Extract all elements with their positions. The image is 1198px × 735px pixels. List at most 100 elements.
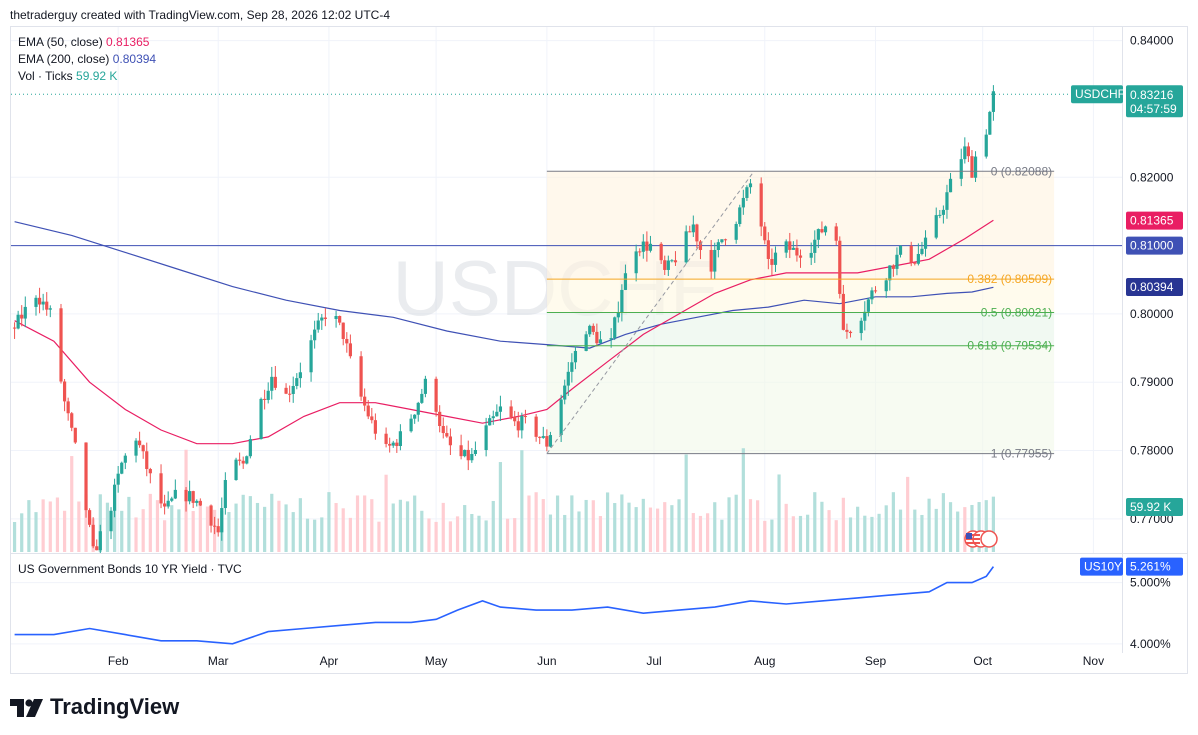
candle[interactable] xyxy=(720,239,724,244)
candle[interactable] xyxy=(784,239,788,258)
candle[interactable] xyxy=(334,310,338,328)
ema50-price-tag[interactable]: 0.81365 xyxy=(1126,211,1183,230)
candle[interactable] xyxy=(713,242,717,280)
candle[interactable] xyxy=(684,225,688,264)
candle[interactable] xyxy=(95,539,99,551)
candle[interactable] xyxy=(698,239,703,260)
candle[interactable] xyxy=(148,467,152,484)
candle[interactable] xyxy=(895,247,899,276)
candle[interactable] xyxy=(391,440,395,448)
legend-ema50[interactable]: EMA (50, close) 0.81365 xyxy=(18,34,156,51)
tradingview-logo[interactable]: TradingView xyxy=(10,694,179,720)
candle[interactable] xyxy=(298,362,302,388)
candle[interactable] xyxy=(320,314,324,330)
candle[interactable] xyxy=(234,457,238,481)
candle[interactable] xyxy=(991,85,995,121)
candle[interactable] xyxy=(195,499,199,507)
candle[interactable] xyxy=(923,230,928,257)
candle[interactable] xyxy=(484,417,488,457)
candle[interactable] xyxy=(938,209,942,219)
candle[interactable] xyxy=(441,417,445,439)
candle[interactable] xyxy=(734,221,738,244)
candle[interactable] xyxy=(98,524,102,559)
candle[interactable] xyxy=(62,378,67,412)
candle[interactable] xyxy=(520,412,524,439)
candle[interactable] xyxy=(173,479,177,500)
candle[interactable] xyxy=(498,395,503,422)
candle[interactable] xyxy=(284,383,288,395)
candle[interactable] xyxy=(109,507,113,540)
candle[interactable] xyxy=(538,436,542,445)
candle[interactable] xyxy=(563,379,567,405)
candle[interactable] xyxy=(809,242,813,266)
ema200-price-tag[interactable]: 0.80394 xyxy=(1126,277,1183,296)
candle[interactable] xyxy=(963,137,967,164)
level-price-tag[interactable]: 0.81000 xyxy=(1126,236,1183,255)
candle[interactable] xyxy=(295,373,299,390)
candle[interactable] xyxy=(766,232,770,270)
candle[interactable] xyxy=(773,246,778,272)
candle[interactable] xyxy=(70,411,74,432)
candle[interactable] xyxy=(970,150,974,178)
lower-pane-legend[interactable]: US Government Bonds 10 YR Yield · TVC xyxy=(18,561,242,578)
candle[interactable] xyxy=(820,221,824,234)
candle[interactable] xyxy=(641,234,645,259)
candle[interactable] xyxy=(966,142,970,163)
candle[interactable] xyxy=(84,442,88,518)
candle[interactable] xyxy=(741,189,745,215)
candle[interactable] xyxy=(659,242,663,265)
candle[interactable] xyxy=(948,172,953,193)
candle[interactable] xyxy=(209,504,213,533)
candle[interactable] xyxy=(448,428,452,455)
volume-value-tag[interactable]: 59.92 K xyxy=(1126,498,1183,516)
candle[interactable] xyxy=(413,414,417,424)
candle[interactable] xyxy=(688,225,692,233)
candle[interactable] xyxy=(373,413,377,440)
candle[interactable] xyxy=(716,239,720,258)
candle[interactable] xyxy=(595,323,599,347)
candle[interactable] xyxy=(245,455,249,465)
candle[interactable] xyxy=(709,240,713,280)
yield-line[interactable] xyxy=(14,566,995,645)
candle[interactable] xyxy=(198,498,202,507)
candle[interactable] xyxy=(366,400,370,420)
candle[interactable] xyxy=(516,411,520,438)
candle[interactable] xyxy=(791,241,795,250)
candle[interactable] xyxy=(813,230,817,263)
candle[interactable] xyxy=(838,236,842,299)
candle[interactable] xyxy=(845,323,849,339)
candle[interactable] xyxy=(41,293,45,311)
candle[interactable] xyxy=(445,425,449,438)
candle[interactable] xyxy=(920,241,924,256)
candle[interactable] xyxy=(288,385,292,403)
candle[interactable] xyxy=(795,239,799,262)
candle[interactable] xyxy=(941,205,945,224)
candle[interactable] xyxy=(138,431,142,448)
candle[interactable] xyxy=(495,404,499,417)
candle[interactable] xyxy=(666,255,670,276)
candle[interactable] xyxy=(459,434,463,460)
candle[interactable] xyxy=(763,222,767,245)
candle[interactable] xyxy=(973,151,978,182)
candle[interactable] xyxy=(470,448,474,463)
candle[interactable] xyxy=(338,315,342,326)
candle[interactable] xyxy=(313,320,317,349)
candle[interactable] xyxy=(434,376,438,417)
candle[interactable] xyxy=(541,426,545,439)
candle[interactable] xyxy=(648,235,653,253)
candle[interactable] xyxy=(34,295,38,316)
fib-trend-line[interactable] xyxy=(546,170,755,454)
lower-pane[interactable] xyxy=(11,566,1122,645)
candle[interactable] xyxy=(841,284,845,331)
candle[interactable] xyxy=(323,308,327,327)
us-flag-icon[interactable] xyxy=(964,530,998,548)
candle[interactable] xyxy=(623,264,628,291)
candle[interactable] xyxy=(463,449,467,458)
candle[interactable] xyxy=(141,444,145,459)
candle[interactable] xyxy=(20,305,24,327)
candle[interactable] xyxy=(220,497,224,541)
legend-ema200[interactable]: EMA (200, close) 0.80394 xyxy=(18,51,156,68)
candle[interactable] xyxy=(723,238,728,246)
candle[interactable] xyxy=(170,496,174,503)
